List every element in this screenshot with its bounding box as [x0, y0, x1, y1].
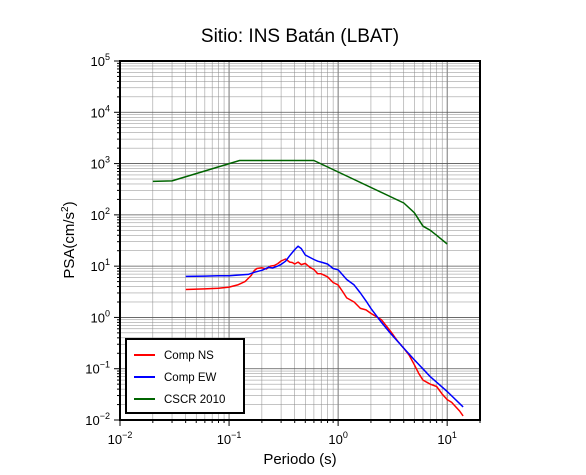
y-tick-label: 10−2: [85, 411, 110, 428]
y-axis-label: PSA(cm/s2): [60, 201, 78, 278]
x-tick-label: 10−2: [108, 430, 133, 447]
y-tick-label: 100: [91, 308, 110, 325]
plot-frame: [119, 60, 481, 421]
series-line-2: [185, 245, 464, 408]
legend: Comp NS Comp EW CSCR 2010: [125, 338, 245, 414]
y-tick-label: 101: [91, 257, 110, 274]
chart-title: Sitio: INS Batán (LBAT): [201, 26, 399, 47]
legend-label: Comp NS: [164, 350, 214, 362]
y-tick-label: 105: [91, 52, 110, 69]
y-axis-label-close: ): [61, 201, 78, 206]
x-tick-label: 100: [328, 430, 347, 447]
x-tick-label: 10−1: [217, 430, 242, 447]
x-axis-label: Periodo (s): [263, 451, 336, 468]
y-tick-label: 102: [91, 206, 110, 223]
y-tick-label: 10−1: [85, 360, 110, 377]
series-line-3: [152, 159, 448, 245]
series-group: [152, 159, 464, 417]
y-tick-label: 103: [91, 155, 110, 172]
x-tick-label: 101: [437, 430, 456, 447]
y-axis-label-sup: 2: [60, 206, 71, 212]
series-line-1: [185, 258, 464, 417]
y-axis-label-main: PSA(cm/s: [61, 212, 78, 279]
legend-label: CSCR 2010: [164, 394, 225, 406]
legend-label: Comp EW: [164, 372, 217, 384]
tick-labels: 10−2 10−1 100 101 10−2 10−1 100 101 102 103 104 105: [85, 52, 457, 447]
ticks: [114, 60, 481, 426]
y-tick-label: 104: [91, 103, 110, 120]
